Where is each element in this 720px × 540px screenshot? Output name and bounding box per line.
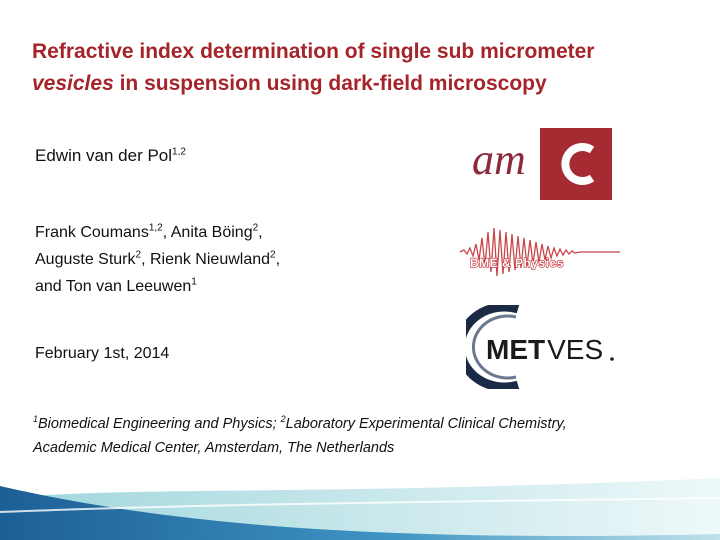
metves-bold-text: MET xyxy=(486,334,545,365)
metves-dot xyxy=(610,357,614,361)
affil-text: Biomedical Engineering and Physics; xyxy=(38,416,281,432)
affiliation-line-1: 1Biomedical Engineering and Physics; 2La… xyxy=(33,412,713,436)
affiliation-line-2: Academic Medical Center, Amsterdam, The … xyxy=(33,440,395,456)
presenting-author-name: Edwin van der Pol xyxy=(35,146,173,165)
amc-logo-c-mark xyxy=(561,143,595,185)
amc-logo: am xyxy=(472,128,612,200)
metves-arc-inner xyxy=(471,314,517,380)
coauthor-line: Frank Coumans1,2, Anita Böing2, xyxy=(35,219,280,246)
coauthor-affil: 2 xyxy=(135,249,142,261)
coauthor-separator: , xyxy=(258,224,263,241)
coauthor-affil: 1 xyxy=(191,276,197,288)
bme-waveform xyxy=(459,227,620,277)
metves-logo-text: METVES xyxy=(486,334,603,365)
title-line-2-rest: in suspension using dark-field microscop… xyxy=(113,72,547,95)
affil-marker: 2 xyxy=(280,414,286,425)
affil-marker: 1 xyxy=(33,414,39,425)
affiliations: 1Biomedical Engineering and Physics; 2La… xyxy=(33,412,713,460)
amc-logo-square xyxy=(540,128,612,200)
coauthor-name: Auguste Sturk xyxy=(35,251,136,268)
coauthor-name: Anita Böing xyxy=(170,224,253,241)
footer-dark-wave xyxy=(0,486,720,540)
affil-text: Laboratory Experimental Clinical Chemist… xyxy=(285,416,567,432)
slide-title: Refractive index determination of single… xyxy=(32,36,702,100)
coauthor-separator: , xyxy=(275,251,281,268)
coauthor-list: Frank Coumans1,2, Anita Böing2, Auguste … xyxy=(35,219,280,300)
coauthor-name: and Ton van Leeuwen xyxy=(35,278,192,295)
presenting-author: Edwin van der Pol1,2 xyxy=(35,146,186,166)
coauthor-line: Auguste Sturk2, Rienk Nieuwland2, xyxy=(35,246,280,273)
amc-logo-text: am xyxy=(472,135,526,184)
presenting-author-affil: 1,2 xyxy=(172,146,186,158)
coauthor-separator: , xyxy=(162,224,171,241)
coauthor-line: and Ton van Leeuwen1 xyxy=(35,273,280,300)
coauthor-affil: 1,2 xyxy=(148,222,163,234)
presentation-date: February 1st, 2014 xyxy=(35,345,170,362)
coauthor-name: Rienk Nieuwland xyxy=(149,251,271,268)
title-line-2: vesicles in suspension using dark-field … xyxy=(32,68,702,100)
coauthor-separator: , xyxy=(141,251,150,268)
title-italic-word: vesicles xyxy=(32,72,114,95)
bme-physics-logo: BME & Physics xyxy=(459,227,620,277)
coauthor-affil: 2 xyxy=(252,222,259,234)
footer-white-line xyxy=(0,497,720,513)
title-line-1: Refractive index determination of single… xyxy=(32,40,595,63)
metves-arc-outer xyxy=(466,305,520,389)
coauthor-affil: 2 xyxy=(270,249,276,261)
bme-logo-text: BME & Physics xyxy=(470,256,564,270)
coauthor-name: Frank Coumans xyxy=(35,224,149,241)
metves-light-text: VES xyxy=(547,334,603,365)
metves-logo: METVES xyxy=(466,305,614,389)
footer-wave-band xyxy=(0,468,720,540)
